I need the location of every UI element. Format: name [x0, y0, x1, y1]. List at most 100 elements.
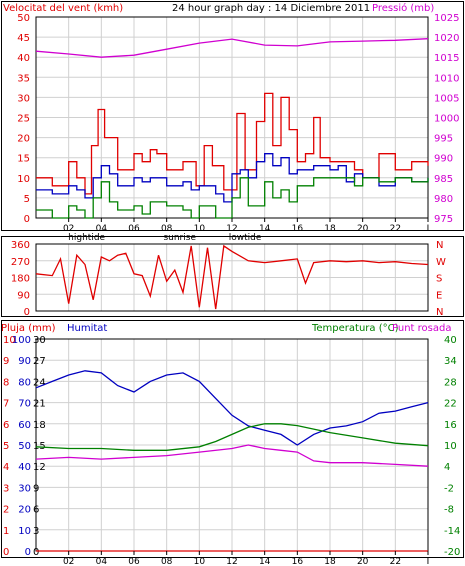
- rain-tick-label: 4: [3, 462, 9, 473]
- humidity-tick-label: 40: [18, 462, 31, 473]
- wind-speed-tick-label: 25: [17, 114, 30, 125]
- wind-direction-series-line: [35, 244, 429, 310]
- humidity-series-line: [35, 370, 429, 446]
- wind-pressure-panel: 0510152025303540455097598098599099510001…: [17, 13, 459, 243]
- x-tick-label: 08: [161, 224, 173, 234]
- tide-sun-event-label: lowtide: [229, 233, 262, 243]
- pressure-tick-label: 975: [434, 214, 453, 225]
- temperature-left-tick-label: 12: [33, 462, 46, 473]
- direction-tick-label: 360: [11, 240, 30, 251]
- humidity-tick-label: 80: [18, 377, 31, 388]
- wind_gust-series-line: [36, 92, 429, 195]
- humidity-tick-label: 100: [12, 335, 31, 346]
- rain-tick-label: 5: [3, 441, 9, 452]
- temperature-right-tick-label: -2: [444, 483, 454, 494]
- rain-tick-label: 6: [3, 420, 9, 431]
- pressure-tick-label: 980: [434, 194, 453, 205]
- panel-frames: [1, 1, 464, 558]
- wind-speed-tick-label: 5: [24, 194, 30, 205]
- x-tick-label: 06: [128, 557, 140, 566]
- wind_avg-series-line: [36, 153, 429, 203]
- temperature-left-tick-label: 18: [33, 420, 46, 431]
- wind-speed-tick-label: 0: [24, 214, 30, 225]
- pressure-tick-label: 1015: [434, 53, 459, 64]
- x-tick-label: 12: [226, 224, 237, 234]
- pressure-tick-label: 1010: [434, 73, 459, 84]
- temperature-right-tick-label: -14: [444, 526, 460, 537]
- panel2-plot-border: [35, 243, 429, 312]
- compass-label: S: [436, 274, 442, 285]
- temperature-right-tick-label: 34: [444, 356, 457, 367]
- humidity-tick-label: 70: [18, 399, 31, 410]
- x-tick-label: 04: [96, 224, 108, 234]
- rain-tick-label: 9: [3, 356, 9, 367]
- tide-sun-event-label: hightide: [68, 233, 105, 243]
- x-tick-label: 20: [357, 224, 369, 234]
- x-tick-label: 10: [194, 557, 206, 566]
- wind-speed-tick-label: 10: [17, 174, 30, 185]
- pressure-tick-label: 985: [434, 174, 453, 185]
- wind-speed-tick-label: 35: [17, 73, 30, 84]
- direction-tick-label: 180: [11, 274, 30, 285]
- temperature-series-line: [35, 423, 429, 451]
- wind-speed-tick-label: 50: [17, 13, 30, 24]
- pressure-tick-label: 995: [434, 134, 453, 145]
- x-tick-label: I: [427, 557, 430, 566]
- direction-tick-label: 90: [17, 290, 30, 301]
- compass-label: N: [436, 240, 443, 251]
- direction-tick-label: 0: [24, 307, 30, 318]
- temperature-right-tick-label: -20: [444, 547, 460, 558]
- humidity-tick-label: 10: [18, 526, 31, 537]
- pressure-tick-label: 1005: [434, 93, 459, 104]
- panel2-frame: [1, 236, 464, 317]
- rain-tick-label: 1: [3, 526, 9, 537]
- temperature-right-tick-label: 4: [444, 462, 450, 473]
- x-tick-label: 06: [128, 224, 140, 234]
- temperature-right-tick-label: -8: [444, 505, 454, 516]
- temperature-left-tick-label: 21: [33, 399, 46, 410]
- humidity-tick-label: 20: [18, 505, 31, 516]
- x-tick-label: 08: [161, 557, 173, 566]
- humidity-axis-title: Humitat: [67, 323, 107, 334]
- wind-speed-axis-title: Velocitat del vent (kmh): [3, 3, 123, 14]
- x-tick-label: 20: [357, 557, 369, 566]
- humidity-tick-label: 50: [18, 441, 31, 452]
- humidity-tick-label: 30: [18, 483, 31, 494]
- rain-tick-label: 8: [3, 377, 9, 388]
- temperature-left-tick-label: 27: [33, 356, 46, 367]
- x-tick-label: 14: [259, 557, 271, 566]
- wind-speed-tick-label: 45: [17, 33, 30, 44]
- x-tick-label: 14: [259, 224, 271, 234]
- wind-speed-tick-label: 15: [17, 154, 30, 165]
- rain-tick-label: 2: [3, 505, 9, 516]
- rain-tick-label: 0: [3, 547, 9, 558]
- compass-label: N: [436, 307, 443, 318]
- humidity-tick-label: 0: [25, 547, 31, 558]
- graph-title: 24 hour graph day : 14 Diciembre 2011: [172, 3, 370, 14]
- temperature-right-tick-label: 28: [444, 377, 457, 388]
- temperature-right-tick-label: 40: [444, 335, 457, 346]
- x-tick-label: 04: [96, 557, 108, 566]
- humidity-tick-label: 60: [18, 420, 31, 431]
- wind-direction-panel: 0 N 90 E 180 S 270 W 360 N: [11, 240, 446, 318]
- pressure-tick-label: 990: [434, 154, 453, 165]
- temperature-right-tick-label: 22: [444, 399, 457, 410]
- humidity-tick-label: 90: [18, 356, 31, 367]
- temperature-right-tick-label: 10: [444, 441, 457, 452]
- temperature-axis-title: Temperatura (°C): [311, 323, 399, 334]
- x-tick-label: 10: [194, 224, 206, 234]
- pressure-series-line: [35, 38, 429, 58]
- panel3-frame: [1, 320, 464, 558]
- wind-speed-tick-label: 30: [17, 93, 30, 104]
- wind-speed-tick-label: 20: [17, 134, 30, 145]
- x-tick-label: 02: [63, 557, 74, 566]
- tide-sun-event-label: sunrise: [163, 233, 196, 243]
- x-tick-label: 18: [324, 224, 336, 234]
- temperature-left-tick-label: 0: [33, 547, 39, 558]
- x-tick-label: I: [427, 224, 430, 234]
- pressure-tick-label: 1025: [434, 13, 459, 24]
- compass-label: E: [436, 290, 442, 301]
- panel1-frame: [1, 1, 464, 231]
- compass-label: W: [436, 257, 446, 268]
